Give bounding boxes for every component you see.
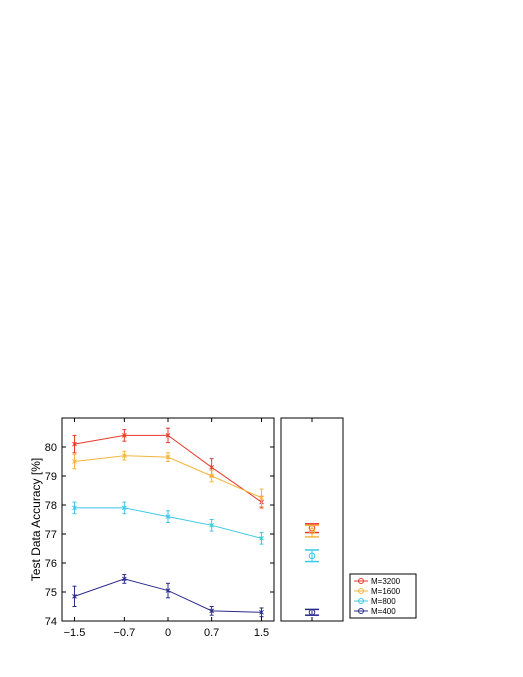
side-axes-frame <box>280 417 344 622</box>
data-point <box>209 464 215 470</box>
y-tick-label: 76 <box>45 558 57 570</box>
x-tick-label: 0 <box>165 627 171 639</box>
data-point <box>121 576 127 582</box>
data-point <box>259 495 264 501</box>
x-tick-label: 0.7 <box>204 627 219 639</box>
data-point <box>72 593 77 599</box>
data-point <box>72 441 77 447</box>
x-tick-label: −0.7 <box>113 627 135 639</box>
data-point <box>165 514 171 519</box>
data-point <box>121 505 127 511</box>
legend-swatch-marker <box>358 598 364 604</box>
data-point <box>72 459 77 464</box>
data-point <box>165 433 171 438</box>
data-point <box>209 473 215 479</box>
legend-swatch-marker <box>358 608 364 614</box>
data-point <box>209 608 215 614</box>
series-line <box>74 455 262 499</box>
data-point <box>259 535 264 541</box>
legend-label: M=400 <box>371 607 396 616</box>
y-tick-label: 78 <box>45 500 57 512</box>
data-point <box>165 588 171 593</box>
legend-swatch-marker <box>358 588 364 594</box>
main-plot: 74 75 76 77 78 79 80 −1.5 −0.7 0 0.7 1.5 Test Data A… <box>29 417 275 639</box>
y-tick-label: 80 <box>45 442 57 454</box>
y-tick-label: 79 <box>45 471 57 483</box>
side-plot <box>280 417 344 622</box>
x-tick-label: −1.5 <box>64 627 86 639</box>
series-line <box>74 434 262 503</box>
data-point <box>259 609 264 615</box>
side-data-point <box>308 609 316 616</box>
data-point <box>165 454 171 460</box>
legend-label: M=3200 <box>371 577 401 586</box>
legend-label: M=1600 <box>371 587 401 596</box>
y-axis-label: Test Data Accuracy [%] <box>29 458 43 581</box>
y-tick-label: 74 <box>45 616 57 628</box>
x-tick-label: 1.5 <box>254 627 269 639</box>
y-tick-label: 77 <box>45 529 57 541</box>
data-point <box>121 433 127 438</box>
legend-label: M=800 <box>371 597 396 606</box>
data-point <box>209 522 215 528</box>
data-point <box>121 453 127 459</box>
side-data-point <box>308 527 316 535</box>
data-point <box>72 505 77 511</box>
legend-swatch-marker <box>358 578 364 584</box>
y-tick-label: 75 <box>45 587 57 599</box>
side-data-point <box>308 552 316 560</box>
